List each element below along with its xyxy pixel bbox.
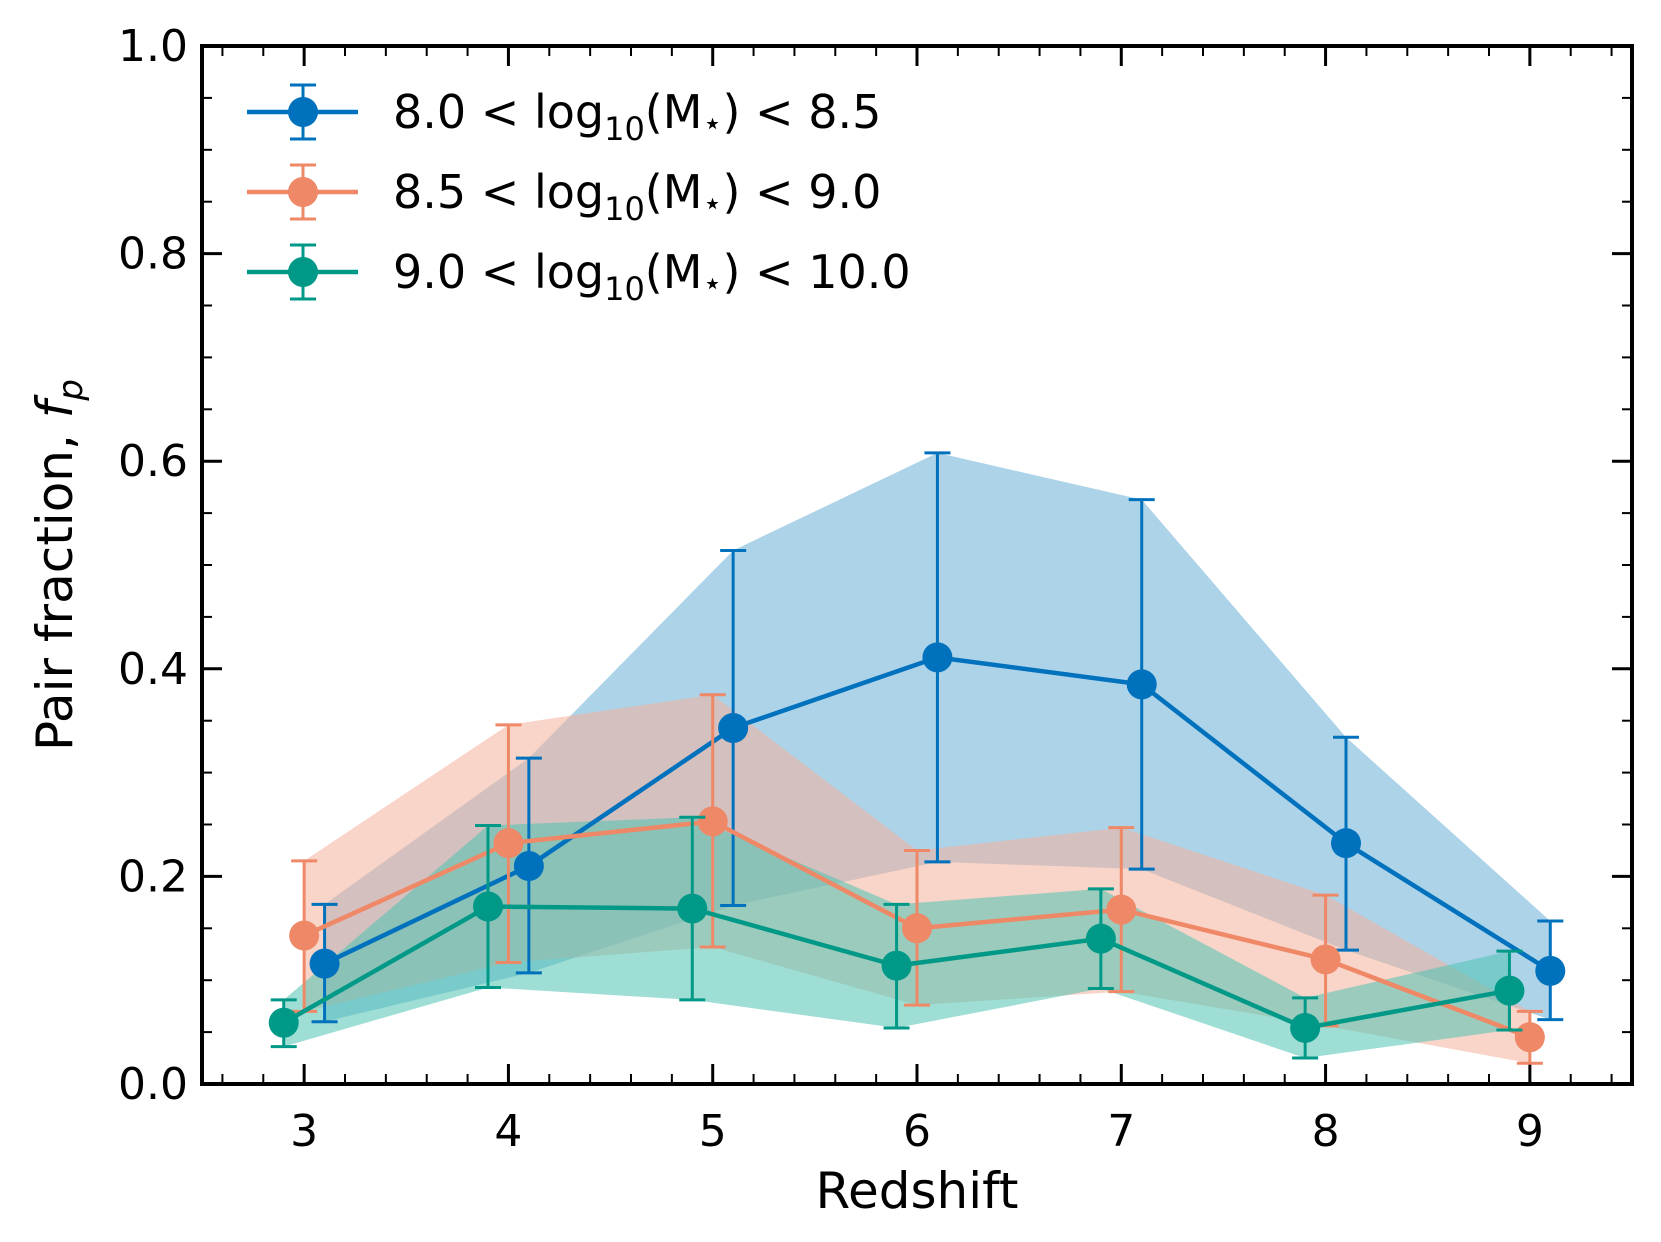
y-axis-title-text: Pair fraction, <box>26 418 84 751</box>
legend-entry-2: 9.0 < log10(M⋆) < 10.0 <box>247 243 911 308</box>
data-point <box>902 913 932 944</box>
data-point <box>697 806 728 837</box>
x-tick-label: 4 <box>494 1106 522 1157</box>
y-axis-title-subscript: p <box>51 379 91 402</box>
legend-label: 8.5 < log10(M⋆) < 9.0 <box>393 165 881 228</box>
data-point <box>513 851 544 882</box>
y-axis-title: Pair fraction, fp <box>26 379 91 751</box>
data-point <box>289 920 320 951</box>
tick-labels: 3 4 5 6 7 8 9 0.0 0.2 0.4 0.6 0.8 1.0 <box>118 21 1544 1157</box>
data-point <box>309 948 340 979</box>
plot-frame <box>200 44 1634 1086</box>
y-tick-label: 0.4 <box>118 644 188 695</box>
data-point <box>1331 828 1361 859</box>
y-tick-label: 0.2 <box>118 851 188 902</box>
data-point <box>1535 955 1566 986</box>
x-tick-label: 6 <box>903 1106 931 1157</box>
data-point <box>1290 1012 1321 1043</box>
series-2 <box>268 815 1525 1060</box>
y-tick-label: 0.6 <box>118 436 188 487</box>
legend-label-part: 8.0 < log <box>393 85 604 139</box>
legend-marker <box>288 97 318 127</box>
legend-label-part: ) < 8.5 <box>722 85 881 139</box>
legend-label: 8.0 < log10(M⋆) < 8.5 <box>393 85 881 148</box>
x-tick-label: 3 <box>290 1106 318 1157</box>
legend-label-part: 10 <box>604 190 645 228</box>
data-point <box>922 642 953 673</box>
legend-label-part: 10 <box>604 270 645 308</box>
legend-label-part: 8.5 < log <box>393 165 604 219</box>
legend-marker <box>288 177 318 207</box>
x-tick-label: 5 <box>699 1106 727 1157</box>
legend-entry-1: 8.5 < log10(M⋆) < 9.0 <box>247 163 881 228</box>
data-point <box>1514 1022 1545 1053</box>
legend-label-part: 10 <box>604 110 645 148</box>
legend-label-part: ) < 9.0 <box>722 165 881 219</box>
series-1 <box>289 693 1545 1065</box>
legend: 8.0 < log10(M⋆) < 8.58.5 < log10(M⋆) < 9… <box>247 83 911 308</box>
data-point <box>1310 944 1341 975</box>
data-point <box>493 828 524 859</box>
x-tick-label: 9 <box>1516 1106 1544 1157</box>
data-point <box>881 950 912 981</box>
legend-label-part: (M <box>645 85 703 139</box>
data-point <box>473 891 503 922</box>
x-tick-label: 7 <box>1107 1106 1135 1157</box>
legend-label-part: ) < 10.0 <box>722 245 910 299</box>
legend-label-part: ⋆ <box>702 184 722 222</box>
y-tick-label: 0.8 <box>118 229 188 280</box>
y-tick-label: 1.0 <box>118 21 188 72</box>
legend-label-part: (M <box>645 165 703 219</box>
data-point <box>268 1007 299 1038</box>
series-0 <box>309 451 1566 1024</box>
data-point <box>1494 975 1525 1006</box>
data-point <box>1106 894 1137 925</box>
x-tick-label: 8 <box>1312 1106 1340 1157</box>
y-tick-label: 0.0 <box>118 1059 188 1110</box>
data-point <box>1085 923 1116 954</box>
data-point <box>677 893 708 924</box>
data-point <box>718 712 749 743</box>
legend-label-part: ⋆ <box>702 104 722 142</box>
legend-label-part: 9.0 < log <box>393 245 604 299</box>
legend-entry-0: 8.0 < log10(M⋆) < 8.5 <box>247 83 881 148</box>
series-layer <box>268 451 1566 1065</box>
legend-label-part: (M <box>645 245 703 299</box>
legend-label: 9.0 < log10(M⋆) < 10.0 <box>393 245 911 308</box>
legend-marker <box>288 257 318 287</box>
x-axis-title: Redshift <box>816 1162 1019 1220</box>
legend-label-part: ⋆ <box>702 264 722 302</box>
data-point <box>1126 669 1157 700</box>
